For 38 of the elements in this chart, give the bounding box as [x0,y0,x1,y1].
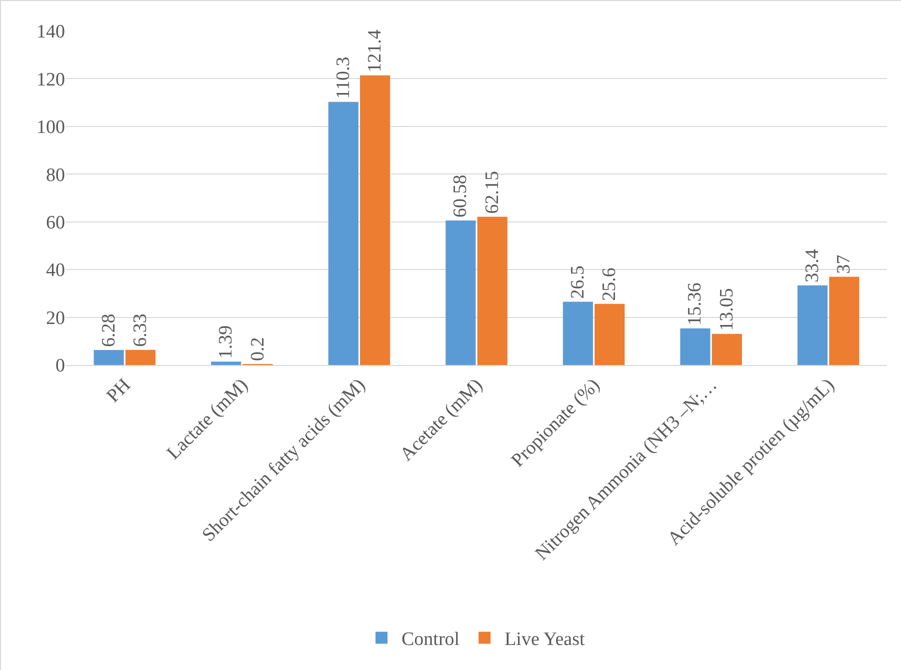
y-tick-label: 100 [36,117,65,138]
data-label: 25.6 [599,268,620,301]
y-tick-label: 140 [36,22,65,43]
bar [680,328,710,365]
bar [446,220,476,365]
data-label: 6.28 [98,314,120,348]
y-tick-label: 80 [46,164,65,186]
data-label: 33.4 [802,248,824,282]
bar [594,304,625,365]
data-label: 0.2 [247,337,268,361]
y-tick-label: 60 [46,212,65,234]
bar [712,334,742,365]
data-label: 37 [834,254,855,274]
y-tick-label: 120 [36,69,65,90]
y-tick-label: 0 [56,356,65,377]
bar [829,276,860,365]
data-label: 26.5 [567,266,588,299]
data-label: 110.3 [332,56,354,99]
bar [562,302,593,365]
data-label: 121.4 [364,29,386,72]
bar [477,216,508,365]
data-label: 1.39 [216,325,237,359]
data-label: 60.58 [450,174,472,218]
y-tick-label: 20 [46,308,65,329]
data-label: 13.05 [716,288,738,331]
x-tick-label: PH [102,374,136,407]
bar [360,75,390,365]
data-label: 6.33 [130,314,151,347]
y-tick-label: 40 [46,260,65,282]
bar [328,102,358,365]
legend-label: Live Yeast [504,629,586,650]
data-label: 15.36 [684,282,706,326]
bar [211,362,242,365]
legend-label: Control [402,629,460,650]
bar [94,350,124,365]
bar [125,350,156,365]
bar [797,285,828,365]
data-label: 62.15 [482,170,503,214]
